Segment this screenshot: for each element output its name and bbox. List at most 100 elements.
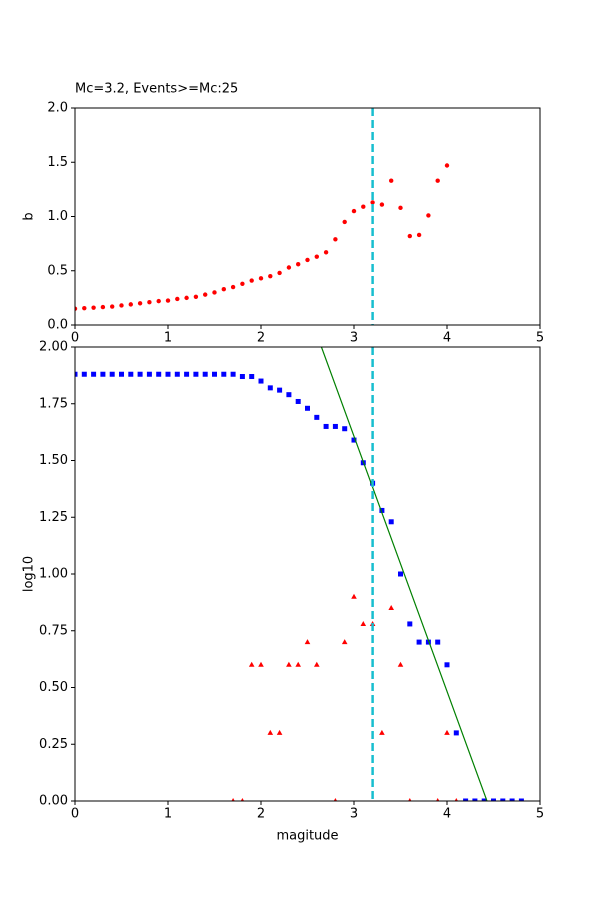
point xyxy=(351,208,357,214)
point xyxy=(202,371,208,377)
point xyxy=(82,305,87,311)
point xyxy=(277,270,282,276)
point xyxy=(137,371,143,377)
point xyxy=(388,605,394,611)
point xyxy=(258,378,264,384)
point xyxy=(444,163,450,168)
point xyxy=(295,398,301,404)
point xyxy=(81,371,87,377)
point xyxy=(249,278,254,283)
point xyxy=(286,265,292,270)
point xyxy=(109,371,115,377)
x-tick-label: 5 xyxy=(536,331,544,346)
point xyxy=(221,371,227,377)
point xyxy=(91,371,97,377)
x-tick-label: 0 xyxy=(71,807,79,822)
plot-area xyxy=(75,347,524,801)
x-tick-label: 0 xyxy=(71,331,79,346)
point xyxy=(379,507,385,513)
y-axis-label: b xyxy=(22,212,37,220)
point xyxy=(221,286,226,292)
point xyxy=(174,371,180,377)
y-tick-label: 1.50 xyxy=(39,453,68,468)
y-tick-label: 0.25 xyxy=(39,737,68,752)
point xyxy=(444,729,450,735)
y-tick-label: 0.5 xyxy=(47,263,68,278)
point xyxy=(389,178,394,183)
point xyxy=(156,298,161,304)
point xyxy=(351,437,357,443)
point xyxy=(119,303,124,308)
point xyxy=(509,798,515,801)
point xyxy=(323,250,329,255)
point xyxy=(147,300,152,305)
x-tick-label: 2 xyxy=(257,807,265,822)
point xyxy=(267,385,273,391)
y-tick-label: 1.0 xyxy=(47,209,68,224)
x-tick-label: 4 xyxy=(443,331,451,346)
point xyxy=(258,276,264,281)
point xyxy=(333,798,338,801)
point xyxy=(110,304,115,309)
point xyxy=(249,374,255,380)
point xyxy=(146,371,152,377)
point xyxy=(436,798,440,801)
point xyxy=(398,571,403,577)
point xyxy=(248,661,255,667)
point xyxy=(500,798,506,801)
x-tick-label: 4 xyxy=(443,807,451,822)
point xyxy=(286,661,292,667)
point xyxy=(119,371,124,377)
point xyxy=(203,292,208,297)
point xyxy=(314,414,320,420)
point xyxy=(379,729,385,735)
point xyxy=(231,798,235,801)
y-tick-label: 0.00 xyxy=(39,794,68,809)
point xyxy=(361,204,366,209)
point xyxy=(230,371,236,377)
point xyxy=(416,232,422,238)
point xyxy=(314,254,319,259)
point xyxy=(128,371,134,377)
point xyxy=(239,374,245,380)
point xyxy=(425,639,431,645)
point xyxy=(426,213,431,218)
x-tick-label: 1 xyxy=(164,331,172,346)
point xyxy=(342,219,347,225)
point xyxy=(407,233,412,239)
x-axis-label: magitude xyxy=(276,829,338,844)
point xyxy=(472,798,478,801)
point xyxy=(156,371,162,377)
point xyxy=(193,371,199,377)
point xyxy=(277,387,283,393)
x-tick-label: 1 xyxy=(164,807,172,822)
point xyxy=(258,661,264,667)
point xyxy=(342,426,348,432)
y-tick-label: 0.50 xyxy=(39,680,68,695)
point xyxy=(137,301,143,306)
point xyxy=(212,290,217,295)
point xyxy=(128,302,133,307)
point xyxy=(444,662,450,668)
point xyxy=(212,371,217,377)
point xyxy=(295,661,301,667)
point xyxy=(407,621,413,627)
point xyxy=(305,257,310,263)
point xyxy=(416,639,422,645)
axes-frame xyxy=(74,107,541,326)
point xyxy=(435,178,440,183)
x-tick-label: 3 xyxy=(350,331,358,346)
y-tick-label: 1.75 xyxy=(39,396,68,411)
point xyxy=(175,296,180,302)
y-tick-label: 1.5 xyxy=(47,155,68,170)
point xyxy=(314,661,320,667)
point xyxy=(240,798,245,801)
chart-title: Mc=3.2, Events>=Mc:25 xyxy=(75,82,238,97)
axes-frame xyxy=(74,346,541,802)
y-tick-label: 2.00 xyxy=(39,340,68,355)
fit-line xyxy=(320,347,488,801)
point xyxy=(296,262,301,267)
point xyxy=(351,593,357,599)
